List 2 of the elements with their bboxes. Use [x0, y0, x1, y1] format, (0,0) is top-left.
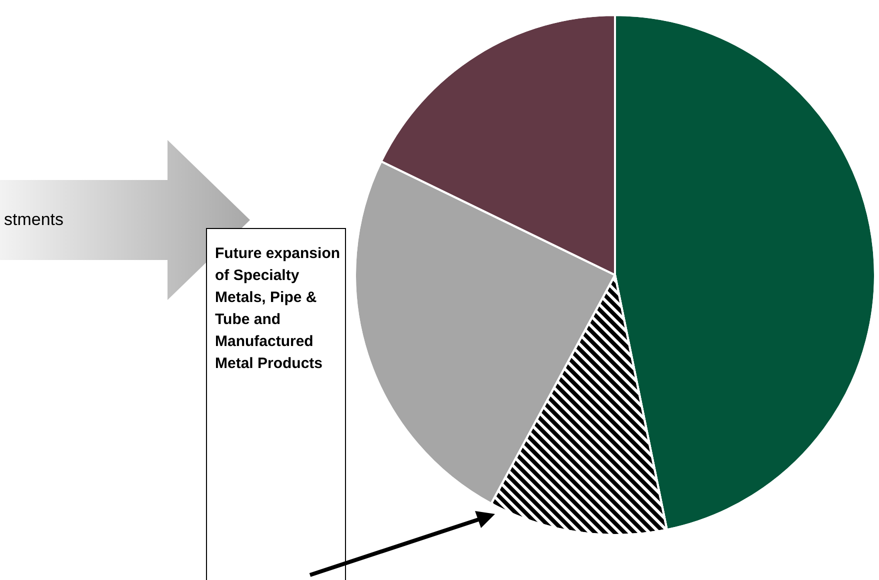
- text: stments: [4, 210, 64, 230]
- text: Future expansion of Specialty Metals, Pipe & Tube and Manufactured Metal Products: [206, 228, 346, 580]
